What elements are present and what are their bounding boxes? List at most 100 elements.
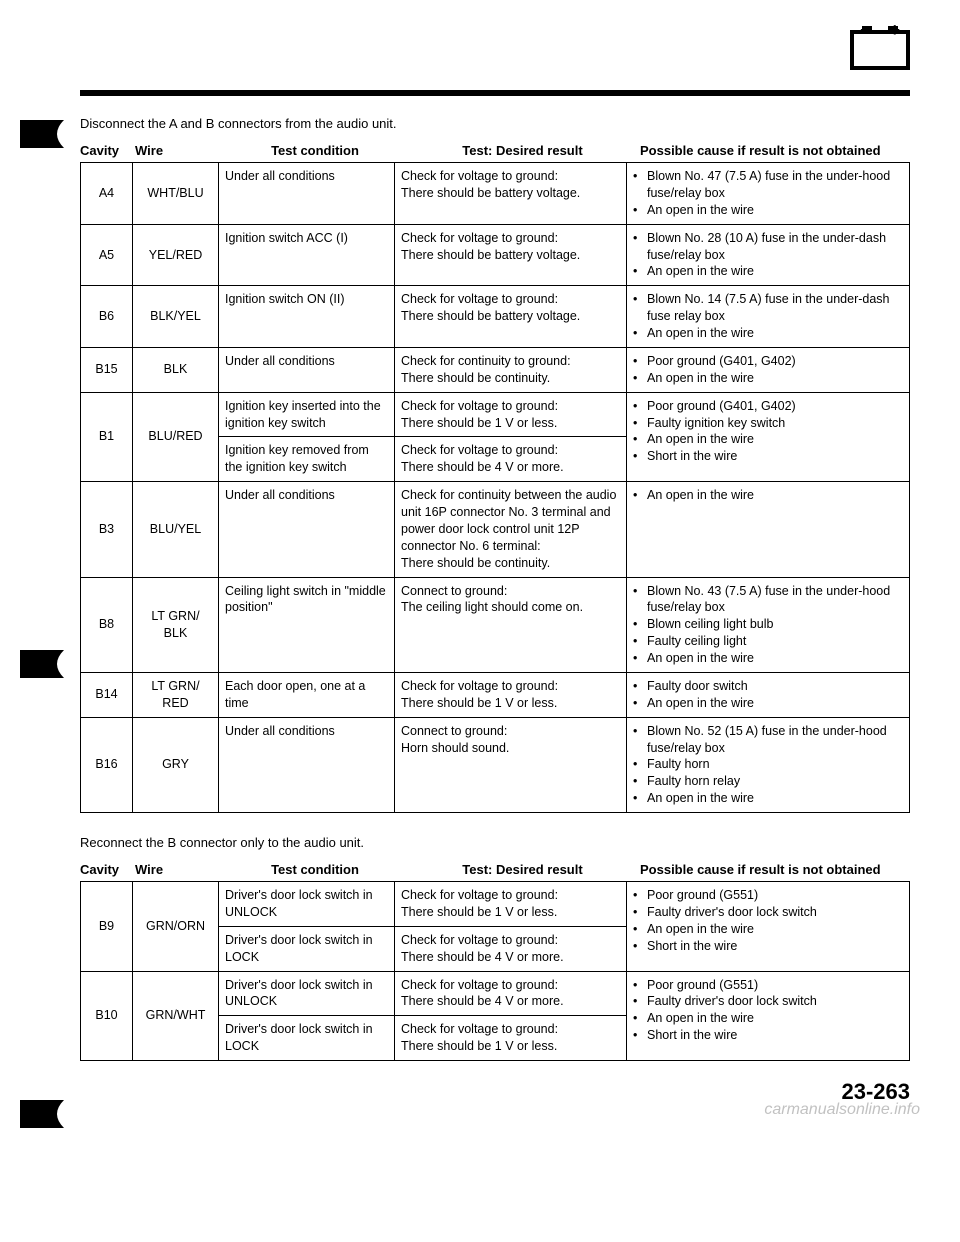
table-row: B6BLK/YELIgnition switch ON (II)Check fo…	[81, 286, 910, 348]
header-condition: Test condition	[225, 143, 405, 158]
cause-item: An open in the wire	[645, 1010, 903, 1027]
header-cause: Possible cause if result is not obtained	[640, 143, 910, 158]
cell-wire: GRN/WHT	[133, 971, 219, 1061]
cell-condition: Under all conditions	[219, 347, 395, 392]
cause-item: Blown No. 28 (10 A) fuse in the under-da…	[645, 230, 903, 264]
cell-cavity: B15	[81, 347, 133, 392]
cell-cause: Poor ground (G401, G402)An open in the w…	[627, 347, 910, 392]
cell-cause: Blown No. 28 (10 A) fuse in the under-da…	[627, 224, 910, 286]
cell-cause: Blown No. 47 (7.5 A) fuse in the under-h…	[627, 163, 910, 225]
cell-result: Check for voltage to ground:There should…	[395, 1016, 627, 1061]
page-divider	[80, 90, 910, 96]
table-row: B3BLU/YELUnder all conditionsCheck for c…	[81, 482, 910, 577]
cell-cause: Poor ground (G551)Faulty driver's door l…	[627, 971, 910, 1061]
cell-result: Check for voltage to ground:There should…	[395, 286, 627, 348]
cell-cavity: B6	[81, 286, 133, 348]
header-condition: Test condition	[225, 862, 405, 877]
cause-item: An open in the wire	[645, 263, 903, 280]
cell-result: Check for voltage to ground:There should…	[395, 163, 627, 225]
cell-cause: Poor ground (G551)Faulty driver's door l…	[627, 882, 910, 972]
diagnostic-table-1: A4WHT/BLUUnder all conditionsCheck for v…	[80, 162, 910, 813]
cell-condition: Driver's door lock switch in LOCK	[219, 926, 395, 971]
cell-result: Check for voltage to ground:There should…	[395, 882, 627, 927]
table-row: A4WHT/BLUUnder all conditionsCheck for v…	[81, 163, 910, 225]
cell-wire: BLU/RED	[133, 392, 219, 482]
cell-cause: Poor ground (G401, G402)Faulty ignition …	[627, 392, 910, 482]
header-cavity: Cavity	[80, 143, 135, 158]
cell-cause: Blown No. 43 (7.5 A) fuse in the under-h…	[627, 577, 910, 672]
watermark: carmanualsonline.info	[764, 1101, 920, 1119]
cell-condition: Ceiling light switch in "middle position…	[219, 577, 395, 672]
header-cause: Possible cause if result is not obtained	[640, 862, 910, 877]
cell-condition: Under all conditions	[219, 163, 395, 225]
cell-cavity: B8	[81, 577, 133, 672]
cause-item: Faulty ceiling light	[645, 633, 903, 650]
table-row: B9GRN/ORNDriver's door lock switch in UN…	[81, 882, 910, 927]
header-result: Test: Desired result	[405, 862, 640, 877]
cause-item: An open in the wire	[645, 370, 903, 387]
cell-result: Check for voltage to ground:There should…	[395, 672, 627, 717]
cause-item: Short in the wire	[645, 938, 903, 955]
cause-item: Blown No. 43 (7.5 A) fuse in the under-h…	[645, 583, 903, 617]
header-result: Test: Desired result	[405, 143, 640, 158]
cell-condition: Ignition switch ON (II)	[219, 286, 395, 348]
cell-result: Check for continuity to ground:There sho…	[395, 347, 627, 392]
cell-result: Connect to ground:The ceiling light shou…	[395, 577, 627, 672]
cell-result: Check for voltage to ground:There should…	[395, 926, 627, 971]
cause-item: Poor ground (G551)	[645, 887, 903, 904]
cause-item: Blown No. 52 (15 A) fuse in the under-ho…	[645, 723, 903, 757]
cell-result: Check for voltage to ground:There should…	[395, 437, 627, 482]
cell-condition: Driver's door lock switch in UNLOCK	[219, 882, 395, 927]
instruction-text: Disconnect the A and B connectors from t…	[80, 116, 910, 131]
cell-condition: Driver's door lock switch in UNLOCK	[219, 971, 395, 1016]
cell-wire: BLU/YEL	[133, 482, 219, 577]
cause-item: Faulty ignition key switch	[645, 415, 903, 432]
cell-wire: GRY	[133, 717, 219, 812]
cause-item: Faulty driver's door lock switch	[645, 904, 903, 921]
cell-wire: LT GRN/BLK	[133, 577, 219, 672]
cell-wire: LT GRN/RED	[133, 672, 219, 717]
cell-cavity: B9	[81, 882, 133, 972]
cause-item: An open in the wire	[645, 790, 903, 807]
cell-result: Check for voltage to ground:There should…	[395, 224, 627, 286]
cause-item: Short in the wire	[645, 1027, 903, 1044]
cause-item: Poor ground (G401, G402)	[645, 398, 903, 415]
cell-cavity: A5	[81, 224, 133, 286]
cell-result: Check for continuity between the audio u…	[395, 482, 627, 577]
cell-condition: Under all conditions	[219, 717, 395, 812]
instruction-text: Reconnect the B connector only to the au…	[80, 835, 910, 850]
cell-cavity: B14	[81, 672, 133, 717]
table-row: B8LT GRN/BLKCeiling light switch in "mid…	[81, 577, 910, 672]
cause-item: An open in the wire	[645, 650, 903, 667]
table-row: B15BLKUnder all conditionsCheck for cont…	[81, 347, 910, 392]
table-row: B16GRYUnder all conditionsConnect to gro…	[81, 717, 910, 812]
cell-cause: An open in the wire	[627, 482, 910, 577]
battery-icon	[850, 30, 910, 70]
page-marker-arrow	[20, 120, 60, 148]
page-marker-arrow	[20, 650, 60, 678]
cell-cavity: B16	[81, 717, 133, 812]
cause-item: An open in the wire	[645, 202, 903, 219]
cell-wire: YEL/RED	[133, 224, 219, 286]
cell-condition: Ignition key removed from the ignition k…	[219, 437, 395, 482]
table-row: B14LT GRN/REDEach door open, one at a ti…	[81, 672, 910, 717]
cause-item: Blown No. 14 (7.5 A) fuse in the under-d…	[645, 291, 903, 325]
cause-item: An open in the wire	[645, 325, 903, 342]
cause-item: Blown No. 47 (7.5 A) fuse in the under-h…	[645, 168, 903, 202]
cell-cavity: B1	[81, 392, 133, 482]
cause-item: Short in the wire	[645, 448, 903, 465]
cell-condition: Under all conditions	[219, 482, 395, 577]
header-cavity: Cavity	[80, 862, 135, 877]
cause-item: An open in the wire	[645, 487, 903, 504]
cell-condition: Ignition switch ACC (I)	[219, 224, 395, 286]
cell-cause: Blown No. 52 (15 A) fuse in the under-ho…	[627, 717, 910, 812]
cell-result: Check for voltage to ground:There should…	[395, 392, 627, 437]
cell-condition: Each door open, one at a time	[219, 672, 395, 717]
cell-cavity: B3	[81, 482, 133, 577]
header-wire: Wire	[135, 862, 225, 877]
cell-wire: GRN/ORN	[133, 882, 219, 972]
cause-item: Faulty driver's door lock switch	[645, 993, 903, 1010]
table-row: A5YEL/REDIgnition switch ACC (I)Check fo…	[81, 224, 910, 286]
cause-item: Faulty horn	[645, 756, 903, 773]
cause-item: An open in the wire	[645, 921, 903, 938]
